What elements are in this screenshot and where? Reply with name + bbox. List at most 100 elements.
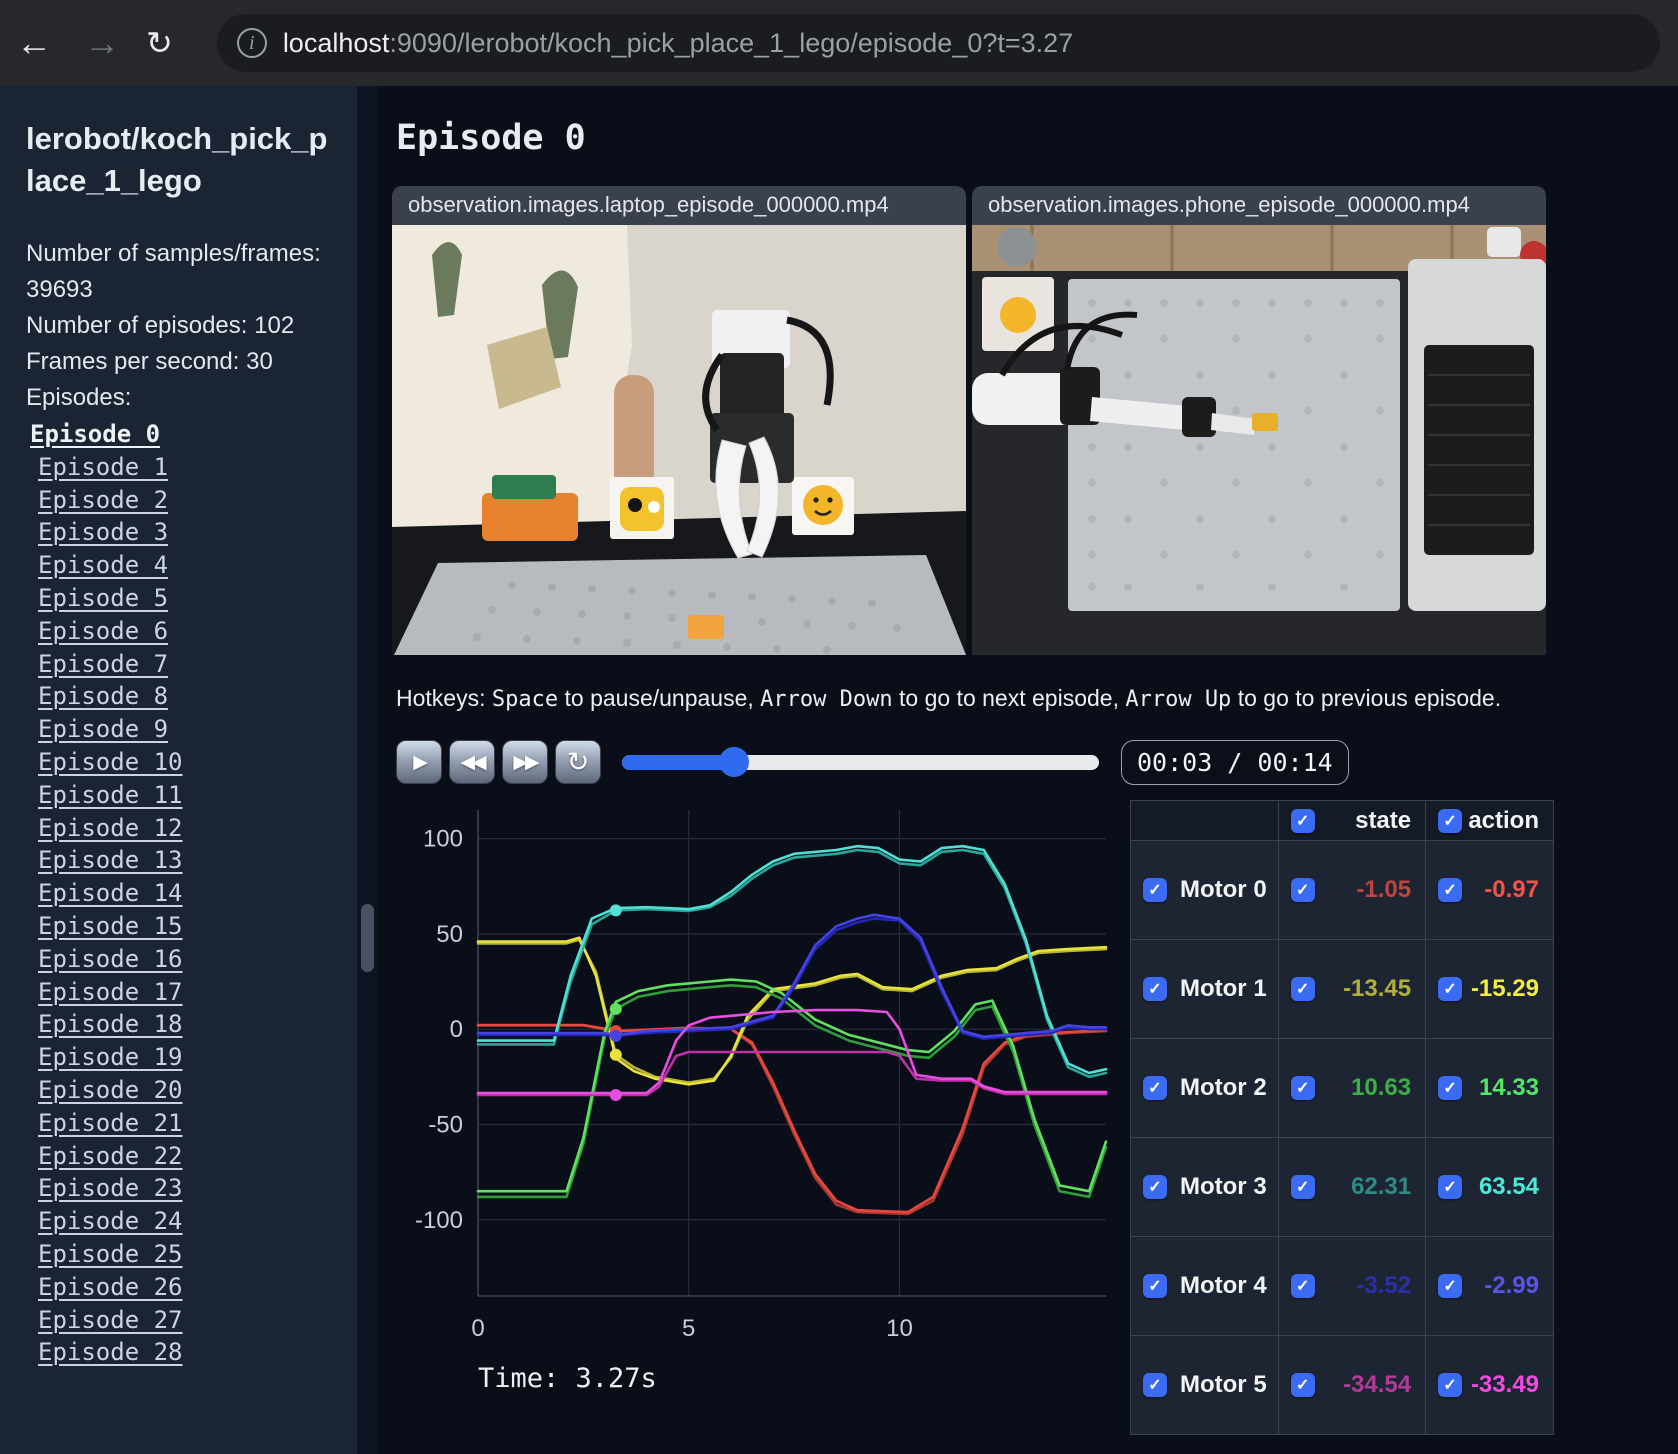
episode-link[interactable]: Episode 18 (38, 1010, 183, 1039)
hotkey-text: to go to previous episode. (1231, 685, 1502, 711)
checkbox[interactable]: ✓ (1290, 1274, 1315, 1298)
url-host: localhost (282, 27, 390, 58)
episode-link[interactable]: Episode 6 (38, 616, 169, 645)
episode-link[interactable]: Episode 26 (38, 1272, 183, 1301)
hotkey-text: to go to next episode, (892, 685, 1126, 711)
episode-link[interactable]: Episode 0 (30, 420, 161, 448)
episode-link[interactable]: Episode 8 (38, 682, 169, 711)
motor-row: ✓ Motor 4 ✓ -3.52 ✓ -2.99 (1130, 1236, 1554, 1336)
episode-link[interactable]: Episode 20 (38, 1075, 183, 1104)
motor-label: Motor 5 (1180, 1371, 1267, 1398)
seek-slider[interactable] (622, 747, 1099, 777)
episode-link[interactable]: Episode 10 (38, 747, 183, 776)
forward-icon[interactable]: → (84, 22, 120, 63)
episode-link[interactable]: Episode 24 (38, 1207, 183, 1236)
episode-link[interactable]: Episode 16 (38, 944, 183, 973)
checkbox[interactable]: ✓ (1143, 1175, 1167, 1199)
back-icon[interactable]: ← (16, 22, 52, 63)
checkbox[interactable]: ✓ (1438, 1175, 1463, 1199)
checkbox[interactable]: ✓ (1438, 878, 1463, 902)
episode-link[interactable]: Episode 12 (38, 813, 183, 842)
motor-label: Motor 4 (1180, 1272, 1267, 1299)
sidebar-scrollbar-thumb[interactable] (361, 904, 374, 972)
checkbox[interactable]: ✓ (1143, 977, 1167, 1001)
motor-action-value: -15.29 (1470, 975, 1539, 1002)
checkbox[interactable]: ✓ (1143, 1076, 1167, 1100)
seek-slider-thumb[interactable] (719, 747, 750, 777)
checkbox[interactable]: ✓ (1290, 1373, 1315, 1397)
fast-forward-button[interactable]: ▶▶ (502, 740, 548, 784)
laptop-video[interactable] (392, 225, 966, 655)
episode-link[interactable]: Episode 1 (38, 452, 169, 481)
motor-chart[interactable]: 100 50 0 -50 -100 0 5 10 (392, 800, 1118, 1352)
checkbox[interactable]: ✓ (1438, 1274, 1463, 1298)
episode-link[interactable]: Episode 5 (38, 583, 169, 612)
phone-video[interactable] (972, 225, 1546, 655)
checkbox[interactable]: ✓ (1438, 808, 1463, 833)
episode-link[interactable]: Episode 19 (38, 1043, 183, 1072)
motor-state-value: 62.31 (1351, 1173, 1412, 1200)
episode-link[interactable]: Episode 15 (38, 911, 183, 940)
motor-action-value: 14.33 (1478, 1074, 1539, 1101)
motor-action-value: -2.99 (1484, 1272, 1539, 1299)
svg-text:-50: -50 (428, 1111, 463, 1138)
motor-label: Motor 3 (1180, 1173, 1267, 1200)
motor-row: ✓ Motor 2 ✓ 10.63 ✓ 14.33 (1130, 1038, 1554, 1138)
hotkey-key: Arrow Down (760, 687, 893, 712)
svg-text:5: 5 (682, 1315, 695, 1342)
checkbox[interactable]: ✓ (1290, 1076, 1315, 1100)
page-title: Episode 0 (396, 118, 586, 158)
browser-toolbar: ← → ↻ i localhost:9090/lerobot/koch_pick… (0, 0, 1678, 86)
episode-link[interactable]: Episode 2 (38, 485, 169, 514)
episode-link[interactable]: Episode 3 (38, 518, 169, 547)
site-info-icon[interactable]: i (236, 28, 267, 58)
episode-link[interactable]: Episode 13 (38, 846, 183, 875)
sidebar-scrollbar[interactable] (357, 86, 378, 1454)
episode-link[interactable]: Episode 27 (38, 1305, 183, 1334)
checkbox[interactable]: ✓ (1143, 878, 1167, 902)
sidebar: lerobot/koch_pick_place_1_lego Number of… (0, 86, 357, 1454)
checkbox[interactable]: ✓ (1143, 1373, 1167, 1397)
video-title-phone: observation.images.phone_episode_000000.… (972, 186, 1546, 225)
episode-link[interactable]: Episode 9 (38, 715, 169, 744)
motor-label: Motor 2 (1180, 1074, 1267, 1101)
checkbox[interactable]: ✓ (1290, 808, 1315, 833)
episode-link[interactable]: Episode 22 (38, 1141, 183, 1170)
episode-link[interactable]: Episode 21 (38, 1108, 183, 1137)
checkbox[interactable]: ✓ (1438, 977, 1463, 1001)
rewind-button[interactable]: ◀◀ (449, 740, 495, 784)
playback-controls: ▶ ◀◀ ▶▶ ↻ 00:03 / 00:14 (396, 738, 1678, 786)
motor-action-value: -33.49 (1470, 1371, 1539, 1398)
checkbox[interactable]: ✓ (1290, 1175, 1315, 1199)
episode-link[interactable]: Episode 17 (38, 977, 183, 1006)
loop-button[interactable]: ↻ (555, 740, 601, 784)
hotkey-key: Arrow Up (1125, 687, 1232, 712)
state-column-header: state (1355, 806, 1412, 834)
address-bar[interactable]: i localhost:9090/lerobot/koch_pick_place… (216, 14, 1660, 72)
episode-link[interactable]: Episode 25 (38, 1239, 183, 1268)
checkbox[interactable]: ✓ (1143, 1274, 1167, 1298)
motor-table: ✓ state ✓ action ✓ Motor 0 ✓ -1.05 ✓ -0.97 ✓ Motor … (1130, 800, 1554, 1435)
svg-text:0: 0 (450, 1016, 463, 1043)
episode-link[interactable]: Episode 28 (38, 1338, 183, 1367)
checkbox[interactable]: ✓ (1290, 878, 1315, 902)
svg-text:-100: -100 (415, 1207, 463, 1234)
checkbox[interactable]: ✓ (1438, 1076, 1463, 1100)
episode-link[interactable]: Episode 23 (38, 1174, 183, 1203)
episode-link[interactable]: Episode 11 (38, 780, 183, 809)
reload-icon[interactable]: ↻ (146, 25, 173, 61)
episode-list: Episode 0 Episode 1 Episode 2 Episode 3 Epis… (26, 418, 333, 1369)
motor-state-value: -3.52 (1356, 1272, 1412, 1299)
url-path: :9090/lerobot/koch_pick_place_1_lego/epi… (389, 27, 1074, 58)
motor-label: Motor 0 (1180, 876, 1267, 903)
episode-link[interactable]: Episode 14 (38, 879, 183, 908)
chart-time-label: Time: 3.27s (478, 1363, 657, 1394)
checkbox[interactable]: ✓ (1290, 977, 1315, 1001)
checkbox[interactable]: ✓ (1438, 1373, 1463, 1397)
play-button[interactable]: ▶ (396, 740, 442, 784)
motor-state-value: -13.45 (1343, 975, 1412, 1002)
episode-link[interactable]: Episode 4 (38, 551, 169, 580)
episode-link[interactable]: Episode 7 (38, 649, 169, 678)
motor-state-value: -1.05 (1356, 876, 1412, 903)
svg-text:10: 10 (886, 1315, 913, 1342)
